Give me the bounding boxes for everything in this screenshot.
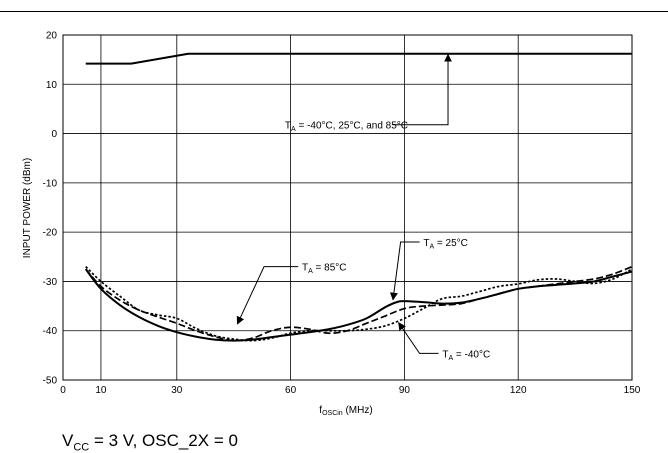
y-tick-label: -30 (43, 277, 58, 288)
arrow-ann-85 (236, 266, 299, 325)
top-rule (0, 11, 668, 12)
arrow-ann-m40 (398, 322, 439, 354)
series-line-tm40 (85, 266, 633, 342)
x-axis-label-sub: OSCin (322, 410, 343, 417)
x-tick-label: 0 (60, 385, 66, 396)
y-tick-label: 10 (46, 80, 58, 91)
x-tick-label: 150 (624, 385, 641, 396)
series-lines (84, 52, 633, 342)
series-line-t25 (84, 268, 633, 342)
x-axis-label: fOSCin (MHz) (319, 405, 372, 417)
x-axis-label-main: f (319, 405, 322, 416)
x-tick-label: 10 (95, 385, 107, 396)
footer-v: V (62, 431, 74, 450)
x-tick-label: 120 (510, 385, 527, 396)
y-axis-label: INPUT POWER (dBm) (22, 158, 33, 258)
x-tick-label: 30 (171, 385, 183, 396)
tick-labels: -50 -40 -30 -20 -10 0 10 20 0 10 30 60 90 120 150 (43, 31, 641, 397)
x-tick-label: 60 (285, 385, 297, 396)
y-tick-label: -20 (43, 228, 58, 239)
annotation-ann-85: TA = 85°C (302, 263, 347, 276)
x-tick-label: 90 (399, 385, 411, 396)
y-tick-label: 20 (46, 31, 58, 42)
series-line-upper (85, 52, 632, 65)
conditions-footer: VCC = 3 V, OSC_2X = 0 (62, 431, 238, 453)
x-axis-label-rest: (MHz) (343, 405, 373, 416)
plot-frame (62, 34, 633, 381)
annotation-ann-upper: TA = -40°C, 25°C, and 85°C (285, 121, 408, 134)
arrow-ann-25 (389, 241, 420, 301)
y-tick-label: -10 (43, 178, 58, 189)
y-tick-label: 0 (51, 129, 57, 140)
y-tick-label: -40 (43, 326, 58, 337)
footer-sub: CC (73, 441, 90, 453)
annotations: TA = -40°C, 25°C, and 85°C TA = 85°C TA = … (285, 121, 490, 362)
y-tick-label: -50 (43, 376, 58, 387)
grid (63, 34, 632, 381)
annotation-arrows (236, 53, 453, 354)
annotation-ann-m40: TA = -40°C (442, 349, 490, 362)
footer-rest: = 3 V, OSC_2X = 0 (89, 431, 238, 450)
annotation-ann-25: TA = 25°C (423, 238, 468, 251)
arrow-ann-upper (393, 53, 453, 126)
